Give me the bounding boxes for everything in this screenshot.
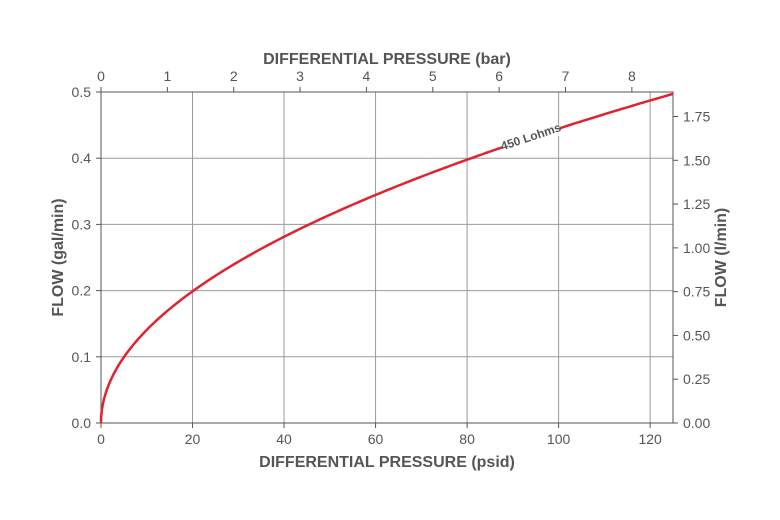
series-line-450-lohms xyxy=(99,92,674,424)
y2-tick-label: 1.50 xyxy=(683,152,710,168)
x2-tick-label: 7 xyxy=(562,68,570,84)
x2-tick-label: 5 xyxy=(429,68,437,84)
grid xyxy=(101,92,673,423)
x2-tick-label: 1 xyxy=(163,68,171,84)
y-tick-label: 0.0 xyxy=(72,415,92,431)
top-axis-title: DIFFERENTIAL PRESSURE (bar) xyxy=(263,51,511,68)
y2-tick-label: 1.00 xyxy=(683,240,710,256)
y2-tick-label: 0.25 xyxy=(683,371,710,387)
x2-tick-label: 4 xyxy=(363,68,371,84)
y-tick-label: 0.2 xyxy=(72,283,92,299)
y-tick-label: 0.1 xyxy=(72,349,92,365)
y2-tick-label: 0.75 xyxy=(683,284,710,300)
x-tick-label: 80 xyxy=(459,431,475,447)
x2-tick-label: 8 xyxy=(628,68,636,84)
y2-tick-label: 1.75 xyxy=(683,109,710,125)
series-label-group: 450 Lohms xyxy=(499,120,563,154)
plot-frame xyxy=(100,91,674,424)
bottom-axis-title: DIFFERENTIAL PRESSURE (psid) xyxy=(259,454,515,471)
y2-tick-label: 0.00 xyxy=(683,415,710,431)
right-axis-title: FLOW (l/min) xyxy=(713,208,730,308)
y-tick-label: 0.3 xyxy=(72,216,92,232)
y-tick-label: 0.5 xyxy=(72,84,92,100)
left-axis-title: FLOW (gal/min) xyxy=(50,198,67,316)
x-tick-label: 0 xyxy=(97,431,105,447)
tick-marks xyxy=(96,87,678,428)
y2-tick-label: 0.50 xyxy=(683,327,710,343)
x-tick-label: 120 xyxy=(638,431,662,447)
y2-tick-label: 1.25 xyxy=(683,196,710,212)
x-tick-label: 20 xyxy=(185,431,201,447)
x-tick-label: 60 xyxy=(368,431,384,447)
y-tick-label: 0.4 xyxy=(72,150,92,166)
x2-tick-label: 0 xyxy=(97,68,105,84)
x-tick-label: 100 xyxy=(547,431,571,447)
x2-tick-label: 3 xyxy=(296,68,304,84)
x-tick-label: 40 xyxy=(276,431,292,447)
series-label-background xyxy=(500,121,562,154)
x2-tick-label: 2 xyxy=(230,68,238,84)
x2-tick-label: 6 xyxy=(495,68,503,84)
